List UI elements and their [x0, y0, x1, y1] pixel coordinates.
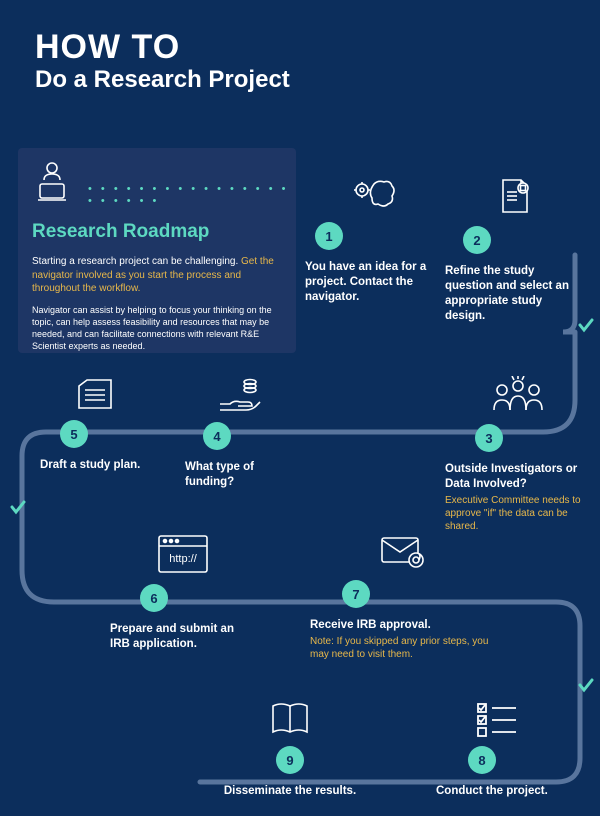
step-subtitle: Executive Committee needs to approve "if… — [445, 494, 590, 533]
step-badge: 2 — [463, 226, 491, 254]
document-lines-icon — [73, 376, 117, 412]
people-icon — [488, 376, 548, 416]
step-1: 1 You have an idea for a project. Contac… — [305, 176, 440, 305]
intro-title: Research Roadmap — [32, 221, 282, 243]
http-text: http:// — [169, 553, 197, 565]
step-2: 2 Refine the study question and select a… — [445, 176, 585, 324]
step-badge: 9 — [276, 746, 304, 774]
step-8: 8 Conduct the project. — [428, 700, 568, 799]
step-title: Conduct the project. — [436, 784, 568, 799]
checkmark-icon — [578, 678, 594, 694]
step-title: Refine the study question and select an … — [445, 264, 585, 324]
step-title: Prepare and submit an IRB application. — [110, 622, 255, 652]
step-9: 9 Disseminate the results. — [210, 700, 370, 799]
step-subtitle: Note: If you skipped any prior steps, yo… — [310, 635, 495, 661]
browser-http-icon: http:// — [155, 532, 211, 576]
intro-p1-text: Starting a research project can be chall… — [32, 256, 241, 267]
step-title: Disseminate the results. — [210, 784, 370, 799]
step-6: http:// 6 Prepare and submit an IRB appl… — [110, 532, 255, 652]
step-badge: 7 — [342, 580, 370, 608]
step-badge: 5 — [60, 420, 88, 448]
person-laptop-icon — [32, 160, 72, 204]
brain-gear-icon — [350, 176, 396, 214]
intro-paragraph-1: Starting a research project can be chall… — [32, 255, 282, 296]
step-title: Draft a study plan. — [40, 458, 150, 473]
step-badge: 1 — [315, 222, 343, 250]
document-badge-icon — [495, 176, 535, 218]
header-line1: HOW TO — [35, 30, 600, 64]
step-badge: 6 — [140, 584, 168, 612]
header-line2: Do a Research Project — [35, 66, 600, 94]
step-title: You have an idea for a project. Contact … — [305, 260, 440, 305]
step-badge: 8 — [468, 746, 496, 774]
page-header: HOW TO Do a Research Project — [0, 0, 600, 94]
step-5: 5 Draft a study plan. — [40, 376, 150, 473]
book-icon — [267, 700, 313, 738]
hand-coins-icon — [216, 376, 264, 414]
step-title: Outside Investigators or Data Involved? — [445, 462, 590, 492]
step-7: 7 Receive IRB approval. Note: If you ski… — [310, 532, 495, 661]
intro-paragraph-2: Navigator can assist by helping to focus… — [32, 304, 282, 353]
step-title: Receive IRB approval. — [310, 618, 495, 633]
checklist-icon — [474, 700, 522, 738]
dots-decoration: • • • • • • • • • • • • • • • • • • • • … — [88, 183, 296, 207]
checkmark-icon — [10, 500, 26, 516]
step-badge: 4 — [203, 422, 231, 450]
step-3: 3 Outside Investigators or Data Involved… — [445, 376, 590, 533]
envelope-at-icon — [378, 532, 428, 572]
step-4: 4 What type of funding? — [185, 376, 295, 490]
intro-box: • • • • • • • • • • • • • • • • • • • • … — [18, 148, 296, 353]
step-badge: 3 — [475, 424, 503, 452]
step-title: What type of funding? — [185, 460, 295, 490]
